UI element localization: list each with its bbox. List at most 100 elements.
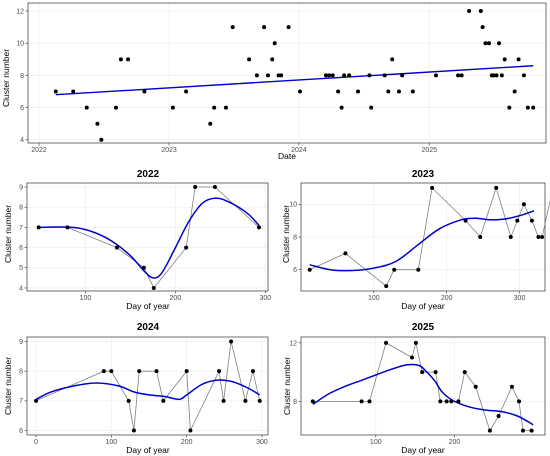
data-point: [390, 57, 395, 62]
data-point: [463, 218, 468, 223]
y-axis-title: Cluster number: [281, 205, 291, 263]
panel-title: 2023: [412, 169, 435, 180]
panel-2022: 2022 100 200 300 4 5 6 7 8 9 Day of year Cluster…: [3, 169, 271, 311]
x-tick-label: 2023: [161, 147, 177, 154]
y-axis-title: Cluster number: [3, 205, 13, 263]
y-tick-label: 5: [19, 265, 23, 272]
data-point: [478, 9, 483, 14]
data-point: [53, 89, 58, 94]
y-tick-label: 7: [19, 225, 23, 232]
data-point: [286, 25, 291, 30]
data-point: [400, 73, 405, 78]
x-tick-label: 0: [34, 439, 38, 446]
y-tick-label: 8: [20, 73, 24, 80]
panel-title: 2022: [137, 169, 160, 180]
data-point: [516, 57, 521, 62]
data-point: [330, 73, 335, 78]
data-point: [392, 267, 397, 272]
data-point: [270, 57, 275, 62]
data-point: [525, 105, 530, 110]
data-point: [323, 73, 328, 78]
y-tick-label: 6: [19, 428, 23, 435]
data-point: [307, 267, 312, 272]
data-point: [212, 185, 217, 190]
y-axis-title: Cluster number: [3, 357, 13, 415]
y-tick-label: 10: [289, 202, 297, 209]
panel-2025: 2025 100 200 8 12 Day of year Cluster numbe…: [282, 322, 546, 455]
data-point: [151, 285, 156, 290]
y-tick-label: 7: [19, 398, 23, 405]
x-tick-label: 300: [514, 295, 526, 302]
x-axis-title: Day of year: [126, 301, 170, 311]
data-point: [170, 105, 175, 110]
y-axis-title: Cluster number: [1, 49, 11, 107]
data-point: [223, 105, 228, 110]
data-point: [342, 73, 347, 78]
data-point: [420, 370, 425, 375]
data-point: [347, 73, 352, 78]
data-point: [36, 225, 41, 230]
panel-2023: 2023 100 200 300 6 8 10 Day of year Cluster n…: [281, 169, 550, 311]
data-point: [126, 398, 131, 403]
data-point: [339, 105, 344, 110]
data-point: [367, 399, 372, 404]
data-point: [384, 284, 389, 289]
y-axis-title: Cluster number: [282, 357, 292, 415]
y-tick-label: 4: [20, 137, 24, 144]
data-point: [184, 245, 189, 250]
data-point: [229, 339, 234, 344]
data-point: [521, 202, 526, 207]
data-point: [265, 73, 270, 78]
data-point: [71, 89, 76, 94]
data-point: [529, 428, 534, 433]
data-point: [336, 89, 341, 94]
plot-area-2022: 100 200 300 4 5 6 7 8 9: [19, 182, 271, 302]
data-point: [520, 428, 525, 433]
data-point: [84, 105, 89, 110]
data-point: [456, 399, 461, 404]
data-point: [193, 185, 198, 190]
data-point: [250, 369, 255, 374]
data-point: [257, 398, 262, 403]
trend-line: [38, 197, 260, 279]
data-point: [310, 399, 315, 404]
plot-frame: [300, 336, 546, 436]
x-tick-label: 100: [370, 439, 382, 446]
data-point: [109, 369, 114, 374]
data-point: [456, 73, 461, 78]
data-point: [499, 73, 504, 78]
data-point: [540, 235, 545, 239]
data-point: [367, 73, 372, 78]
data-point: [433, 370, 438, 375]
data-point: [95, 121, 100, 126]
y-tick-label: 6: [19, 245, 23, 252]
x-tick-label: 300: [259, 295, 271, 302]
data-point: [65, 225, 70, 230]
data-point: [508, 235, 513, 239]
x-tick-label: 100: [80, 295, 92, 302]
trend-line: [309, 210, 535, 272]
y-tick-label: 12: [16, 8, 24, 15]
data-point: [382, 73, 387, 78]
data-point: [483, 41, 488, 46]
data-point: [491, 73, 496, 78]
x-axis-title: Date: [278, 151, 296, 161]
data-point: [101, 369, 106, 374]
data-point: [521, 73, 526, 78]
x-tick-label: 200: [441, 295, 453, 302]
trend-line: [312, 363, 534, 426]
data-point: [430, 185, 435, 190]
x-tick-label: 200: [181, 439, 193, 446]
panel-title: 2025: [412, 322, 435, 333]
data-point: [438, 399, 443, 404]
panel-2024: 2024 0 100 200 300 6 7 8 9 Day of year Cluster …: [3, 322, 269, 455]
trend-line: [35, 379, 261, 401]
trend-line: [55, 65, 534, 96]
series-connector-line: [309, 186, 550, 287]
data-point: [356, 89, 361, 94]
data-point: [343, 251, 348, 256]
data-point: [262, 25, 267, 30]
data-point: [279, 73, 284, 78]
x-tick-label: 300: [256, 439, 268, 446]
y-tick-label: 8: [19, 369, 23, 376]
